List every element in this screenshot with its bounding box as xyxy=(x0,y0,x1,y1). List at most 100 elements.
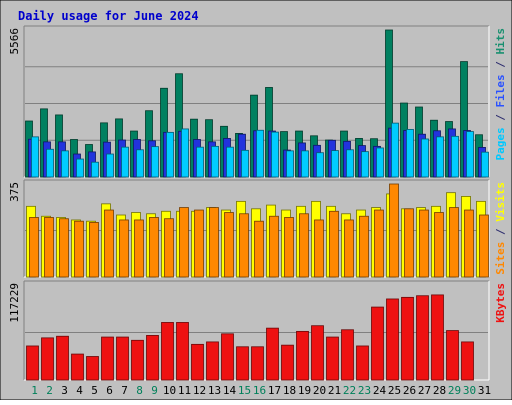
panel-mid: 375 Sites / Visits xyxy=(8,179,507,278)
day-label: 19 xyxy=(298,384,311,397)
bar-pages-day-23 xyxy=(361,151,369,178)
bar-kbytes-day-10 xyxy=(161,322,174,381)
bar-kbytes-day-2 xyxy=(41,337,54,381)
bar-pages-day-5 xyxy=(91,161,99,178)
legend-entry-1: / xyxy=(494,222,507,242)
bar-pages-day-17 xyxy=(271,131,279,178)
bar-kbytes-day-5 xyxy=(86,356,99,381)
chart-panels: 5566 Pages / Files / Hits 375 Sites / Visit… xyxy=(8,25,507,381)
bar-kbytes-day-15 xyxy=(236,346,249,381)
bar-sites-day-8 xyxy=(134,219,144,278)
bar-sites-day-31 xyxy=(479,214,489,278)
bar-sites-day-7 xyxy=(119,219,129,278)
day-label: 8 xyxy=(136,384,143,397)
bar-kbytes-day-24 xyxy=(371,306,384,381)
bar-pages-day-28 xyxy=(436,136,444,178)
legend-entry-0: Sites xyxy=(494,242,507,275)
bar-pages-day-26 xyxy=(406,129,414,178)
day-label: 7 xyxy=(121,384,128,397)
bar-sites-day-6 xyxy=(104,209,114,278)
day-label: 9 xyxy=(151,384,158,397)
legend-entry-1: / xyxy=(494,108,507,128)
bar-sites-day-22 xyxy=(344,219,354,278)
day-label: 6 xyxy=(106,384,113,397)
bar-pages-day-1 xyxy=(31,136,39,178)
bar-sites-day-19 xyxy=(299,213,309,278)
series-sites xyxy=(29,183,489,278)
day-label: 27 xyxy=(418,384,431,397)
day-label: 15 xyxy=(238,384,251,397)
bar-kbytes-day-30 xyxy=(461,341,474,381)
bar-sites-day-14 xyxy=(224,212,234,278)
day-label: 12 xyxy=(193,384,206,397)
panel-bot: 117229 KBytes xyxy=(8,280,507,381)
bar-pages-day-9 xyxy=(151,146,159,178)
bar-sites-day-5 xyxy=(89,222,99,278)
bar-sites-day-13 xyxy=(209,207,219,278)
day-label: 20 xyxy=(313,384,326,397)
bar-sites-day-23 xyxy=(359,215,369,278)
bar-pages-day-2 xyxy=(46,148,54,178)
bar-sites-day-16 xyxy=(254,220,264,278)
bar-pages-day-29 xyxy=(451,135,459,178)
legend-entry-0: KBytes xyxy=(494,283,507,323)
bar-pages-day-6 xyxy=(106,153,114,178)
bar-kbytes-day-1 xyxy=(26,345,39,381)
bar-sites-day-2 xyxy=(44,217,54,278)
bar-pages-day-18 xyxy=(286,150,294,178)
day-label: 14 xyxy=(223,384,237,397)
bar-pages-day-15 xyxy=(241,149,249,178)
bar-sites-day-11 xyxy=(179,207,189,278)
bar-pages-day-24 xyxy=(376,147,384,178)
bar-kbytes-day-4 xyxy=(71,353,84,381)
bar-kbytes-day-25 xyxy=(386,298,399,381)
bar-sites-day-28 xyxy=(434,212,444,278)
bar-sites-day-10 xyxy=(164,218,174,278)
legend-entry-2: Visits xyxy=(494,182,507,222)
bar-sites-day-29 xyxy=(449,207,459,278)
bar-sites-day-27 xyxy=(419,209,429,278)
bar-pages-day-20 xyxy=(316,152,324,178)
bar-pages-day-13 xyxy=(211,145,219,178)
bar-sites-day-12 xyxy=(194,209,204,278)
bar-pages-day-21 xyxy=(331,150,339,178)
series-pages xyxy=(31,122,489,178)
day-label: 28 xyxy=(433,384,446,397)
bar-pages-day-14 xyxy=(226,146,234,178)
bar-pages-day-11 xyxy=(181,128,189,178)
bar-kbytes-day-29 xyxy=(446,330,459,381)
day-label: 11 xyxy=(178,384,191,397)
day-label: 1 xyxy=(31,384,38,397)
bar-pages-day-19 xyxy=(301,150,309,178)
bar-pages-day-31 xyxy=(481,151,489,178)
bar-kbytes-day-6 xyxy=(101,336,114,381)
bar-kbytes-day-8 xyxy=(131,339,144,381)
bar-kbytes-day-3 xyxy=(56,335,69,381)
bar-pages-day-12 xyxy=(196,146,204,178)
bar-kbytes-day-16 xyxy=(251,346,264,381)
bar-kbytes-day-7 xyxy=(116,336,129,381)
bar-kbytes-day-28 xyxy=(431,294,444,381)
day-label: 10 xyxy=(163,384,176,397)
panel-legend: Pages / Files / Hits xyxy=(494,28,507,161)
panel-legend: KBytes xyxy=(494,283,507,323)
day-label: 13 xyxy=(208,384,221,397)
day-axis: 1 2 3 4 5 6 7 8 9 10 11 12 13 14 15 16 17 18 19 20 21 22 23 24 2… xyxy=(31,384,491,397)
day-label: 22 xyxy=(343,384,356,397)
bar-kbytes-day-23 xyxy=(356,345,369,381)
bar-sites-day-21 xyxy=(329,210,339,278)
legend-entry-3: / xyxy=(494,55,507,75)
bar-kbytes-day-26 xyxy=(401,296,414,381)
day-label: 21 xyxy=(328,384,341,397)
legend-entry-4: Hits xyxy=(494,28,507,55)
day-label: 25 xyxy=(388,384,401,397)
panel-legend: Sites / Visits xyxy=(494,182,507,275)
bar-sites-day-9 xyxy=(149,217,159,278)
bar-sites-day-15 xyxy=(239,213,249,278)
bar-kbytes-day-20 xyxy=(311,325,324,381)
bar-sites-day-24 xyxy=(374,209,384,278)
bar-pages-day-25 xyxy=(391,122,399,178)
day-label: 18 xyxy=(283,384,296,397)
bar-pages-day-7 xyxy=(121,146,129,178)
